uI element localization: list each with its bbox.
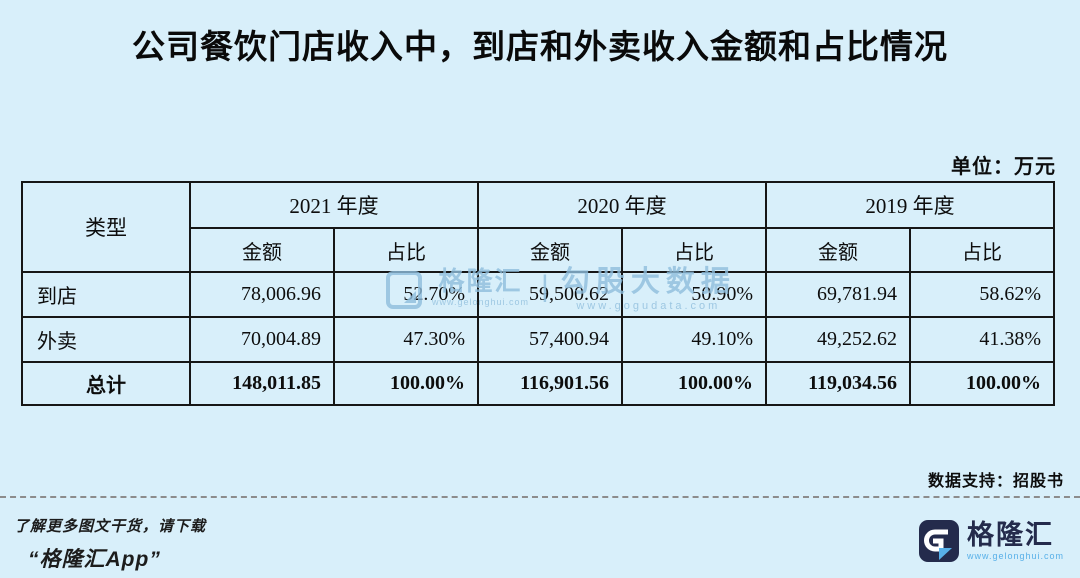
total-amount-cell: 116,901.56 — [477, 361, 623, 406]
table-row-total: 总计 148,011.85 100.00% 116,901.56 100.00%… — [21, 361, 1055, 406]
share-cell: 58.62% — [909, 271, 1055, 318]
share-cell: 47.30% — [333, 316, 479, 363]
page-title: 公司餐饮门店收入中，到店和外卖收入金额和占比情况 — [132, 28, 948, 65]
gelonghui-logo: 格隆汇 www.gelonghui.com — [918, 519, 1064, 562]
total-share-cell: 100.00% — [621, 361, 767, 406]
logo-url: www.gelonghui.com — [966, 550, 1064, 561]
total-amount-cell: 119,034.56 — [765, 361, 911, 406]
amount-cell: 78,006.96 — [189, 271, 335, 318]
amount-header-2019: 金额 — [765, 227, 911, 273]
app-name-text: “格隆汇App” — [28, 548, 161, 571]
share-cell: 41.38% — [909, 316, 1055, 363]
share-header-2019: 占比 — [909, 227, 1055, 273]
source-note: 数据支持：招股书 — [927, 473, 1064, 490]
revenue-table: 类型 2021 年度 2020 年度 2019 年度 金额 占比 金额 占比 金… — [21, 181, 1055, 406]
gelonghui-logo-icon — [918, 520, 959, 562]
year-header-2020: 2020 年度 — [477, 181, 767, 229]
promo-text: 了解更多图文干货，请下载 — [14, 518, 207, 535]
year-header-2019: 2019 年度 — [765, 181, 1055, 229]
unit-note: 单位：万元 — [951, 156, 1056, 178]
total-share-cell: 100.00% — [333, 361, 479, 406]
row-label: 外卖 — [21, 316, 191, 363]
amount-cell: 70,004.89 — [189, 316, 335, 363]
row-label: 到店 — [21, 271, 191, 318]
share-header-2021: 占比 — [333, 227, 479, 273]
share-cell: 50.90% — [621, 271, 767, 318]
share-header-2020: 占比 — [621, 227, 767, 273]
logo-text: 格隆汇 — [966, 519, 1054, 550]
amount-header-2020: 金额 — [477, 227, 623, 273]
total-amount-cell: 148,011.85 — [189, 361, 335, 406]
share-cell: 52.70% — [333, 271, 479, 318]
amount-cell: 49,252.62 — [765, 316, 911, 363]
table-header-years: 类型 2021 年度 2020 年度 2019 年度 — [21, 181, 1055, 273]
dashed-divider — [0, 496, 1080, 498]
table-row-takeout: 外卖 70,004.89 47.30% 57,400.94 49.10% 49,… — [21, 316, 1055, 363]
amount-cell: 57,400.94 — [477, 316, 623, 363]
type-column-header: 类型 — [21, 181, 191, 273]
total-share-cell: 100.00% — [909, 361, 1055, 406]
total-label: 总计 — [21, 361, 191, 406]
amount-cell: 69,781.94 — [765, 271, 911, 318]
share-cell: 49.10% — [621, 316, 767, 363]
amount-header-2021: 金额 — [189, 227, 335, 273]
table-row-instore: 到店 78,006.96 52.70% 59,500.62 50.90% 69,… — [21, 271, 1055, 318]
footer-promo: 了解更多图文干货，请下载 “格隆汇App” — [14, 515, 206, 573]
table-header-subcolumns: 金额 占比 金额 占比 金额 占比 — [22, 227, 1055, 273]
year-header-2021: 2021 年度 — [189, 181, 479, 229]
amount-cell: 59,500.62 — [477, 271, 623, 318]
